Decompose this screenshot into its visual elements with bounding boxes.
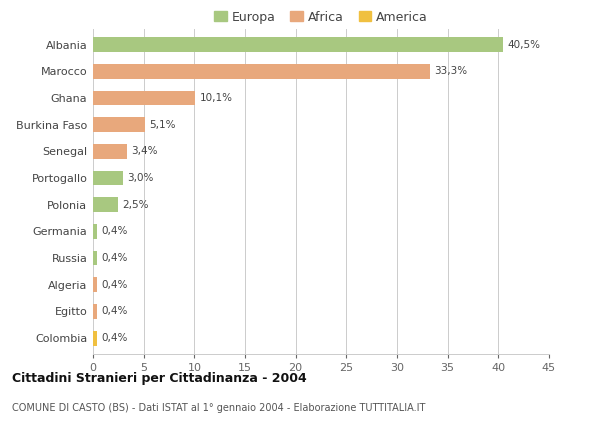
Text: COMUNE DI CASTO (BS) - Dati ISTAT al 1° gennaio 2004 - Elaborazione TUTTITALIA.I: COMUNE DI CASTO (BS) - Dati ISTAT al 1° … xyxy=(12,403,425,413)
Text: 3,4%: 3,4% xyxy=(131,147,158,156)
Text: 0,4%: 0,4% xyxy=(101,227,127,236)
Bar xyxy=(93,224,97,239)
Bar xyxy=(93,64,430,79)
Text: 0,4%: 0,4% xyxy=(101,253,127,263)
Bar xyxy=(93,171,124,185)
Bar xyxy=(93,144,127,159)
Text: 3,0%: 3,0% xyxy=(127,173,154,183)
Text: 5,1%: 5,1% xyxy=(149,120,175,130)
Text: 0,4%: 0,4% xyxy=(101,333,127,343)
Text: 2,5%: 2,5% xyxy=(122,200,149,210)
Text: 33,3%: 33,3% xyxy=(434,66,467,76)
Text: 10,1%: 10,1% xyxy=(199,93,232,103)
Text: Cittadini Stranieri per Cittadinanza - 2004: Cittadini Stranieri per Cittadinanza - 2… xyxy=(12,372,307,385)
Text: 0,4%: 0,4% xyxy=(101,307,127,316)
Bar xyxy=(93,331,97,345)
Legend: Europa, Africa, America: Europa, Africa, America xyxy=(209,6,433,29)
Bar xyxy=(93,117,145,132)
Bar xyxy=(93,198,118,212)
Bar xyxy=(93,278,97,292)
Bar xyxy=(93,251,97,265)
Text: 0,4%: 0,4% xyxy=(101,280,127,290)
Text: 40,5%: 40,5% xyxy=(508,40,541,50)
Bar xyxy=(93,91,196,105)
Bar xyxy=(93,37,503,52)
Bar xyxy=(93,304,97,319)
